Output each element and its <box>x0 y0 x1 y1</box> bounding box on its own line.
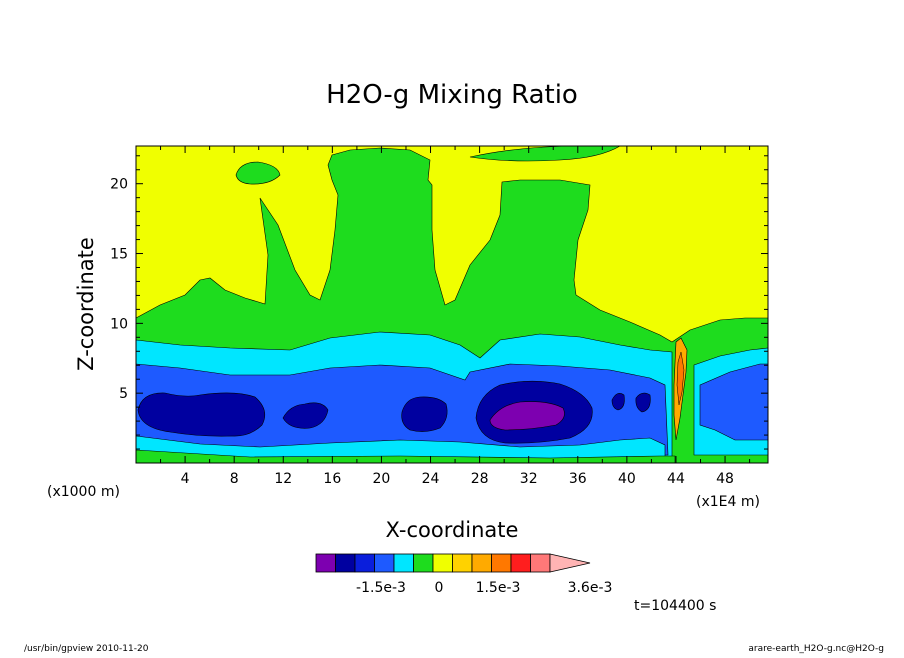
x-unit-right: (x1E4 m) <box>696 494 760 510</box>
colorbar-cell <box>432 553 453 573</box>
x-tick-label: 20 <box>373 471 391 487</box>
y-tick-label: 10 <box>110 316 128 332</box>
colorbar-cell <box>530 553 551 573</box>
y-tick-label: 15 <box>110 247 128 263</box>
contour-green-top <box>469 145 622 162</box>
contour-darkblue-2 <box>282 402 329 429</box>
x-tick-label: 28 <box>471 471 489 487</box>
x-tick-label: 44 <box>667 471 685 487</box>
contour-purple-core <box>489 401 565 431</box>
y-tick-label: 5 <box>119 386 128 402</box>
contour-darkblue-5 <box>611 393 625 411</box>
colorbar-cell <box>452 553 473 573</box>
colorbar-cell <box>413 553 434 573</box>
x-tick-label: 40 <box>618 471 636 487</box>
colorbar-cell <box>354 553 375 573</box>
colorbar-cell <box>491 553 512 573</box>
contour-darkblue-6 <box>635 392 651 413</box>
x-tick-label: 16 <box>323 471 341 487</box>
x-tick-label: 36 <box>569 471 587 487</box>
plot-frame <box>135 145 769 464</box>
x-tick-label: 8 <box>230 471 239 487</box>
y-axis-label: Z-coordinate <box>74 237 98 371</box>
colorbar-label-neg: -1.5e-3 <box>356 580 406 596</box>
colorbar-label-zero: 0 <box>435 580 444 596</box>
colorbar-cell <box>393 553 414 573</box>
colorbar-cell <box>471 553 492 573</box>
y-axis-ticks: 5 10 15 20 <box>110 155 768 450</box>
colorbar-label-pos: 1.5e-3 <box>476 580 521 596</box>
x-tick-label: 48 <box>716 471 734 487</box>
x-tick-label: 4 <box>181 471 190 487</box>
contour-darkblue-3 <box>401 396 448 432</box>
plot-area <box>135 145 769 464</box>
contour-darkblue-1 <box>137 392 266 437</box>
y-tick-label: 20 <box>110 177 128 193</box>
x-unit-left: (x1000 m) <box>47 484 120 500</box>
colorbar <box>315 553 591 573</box>
colorbar-cell <box>510 553 531 573</box>
footer-right: arare-earth_H2O-g.nc@H2O-g <box>748 644 884 654</box>
x-tick-label: 32 <box>520 471 538 487</box>
colorbar-cell <box>335 553 356 573</box>
x-axis-ticks: 4 8 12 16 20 24 28 32 36 40 44 48 <box>160 146 751 487</box>
contour-green-blob <box>235 161 281 185</box>
x-tick-label: 24 <box>422 471 440 487</box>
colorbar-cell <box>315 553 336 573</box>
x-axis-label: X-coordinate <box>386 518 519 542</box>
contour-red-spike <box>676 351 685 406</box>
x-tick-label: 12 <box>274 471 292 487</box>
colorbar-cell <box>374 553 395 573</box>
colorbar-arrow <box>549 553 591 573</box>
time-label: t=104400 s <box>634 598 716 614</box>
footer-left: /usr/bin/gpview 2010-11-20 <box>24 644 149 654</box>
colorbar-label-max: 3.6e-3 <box>568 580 613 596</box>
chart-title: H2O-g Mixing Ratio <box>326 80 578 110</box>
